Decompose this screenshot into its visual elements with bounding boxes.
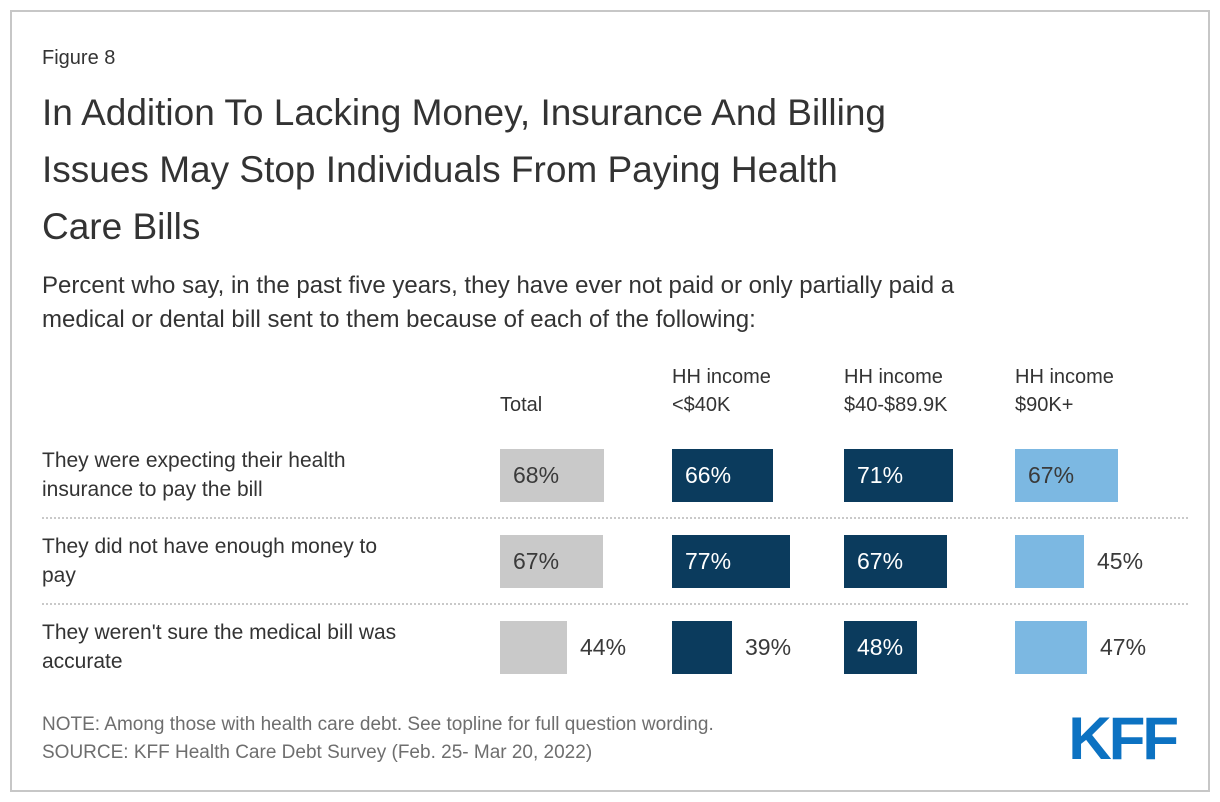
bar-cell: 44% — [500, 620, 672, 674]
figure-subtitle: Percent who say, in the past five years,… — [42, 272, 955, 333]
value-bar: 71% — [844, 448, 953, 502]
value-bar: 77% — [672, 534, 790, 588]
bar-value-label: 71% — [857, 461, 904, 488]
bar-cell: 48% — [844, 620, 1015, 674]
value-bar — [1015, 620, 1087, 674]
column-header-3: HH income $40-$89.9K — [844, 366, 948, 416]
bar-value-label: 48% — [857, 633, 904, 660]
bar-cell: 45% — [1015, 534, 1178, 588]
column-header-1: Total — [500, 394, 543, 416]
value-bar: 66% — [672, 448, 773, 502]
figure-title: In Addition To Lacking Money, Insurance … — [42, 92, 887, 247]
bar-cell: 67% — [844, 534, 1015, 588]
column-header-2: HH income <$40K — [672, 366, 771, 416]
note-text: NOTE: Among those with health care debt.… — [42, 714, 714, 735]
figure-footer: NOTE: Among those with health care debt.… — [42, 705, 1188, 772]
bar-cell: 77% — [672, 534, 844, 588]
value-bar — [1015, 534, 1084, 588]
bar-cell: 66% — [672, 448, 844, 502]
bar-value-label: 68% — [513, 461, 560, 488]
bar-value-label: 47% — [1100, 633, 1147, 660]
value-bar: 67% — [1015, 448, 1118, 502]
bar-cell: 47% — [1015, 620, 1178, 674]
chart-header-row: Total HH income <$40K HH income $40-$89.9K… — [42, 363, 1188, 433]
bar-value-label: 67% — [513, 547, 560, 574]
bar-value-label: 67% — [1028, 461, 1075, 488]
value-bar — [672, 620, 732, 674]
footnotes: NOTE: Among those with health care debt.… — [42, 711, 714, 767]
bar-cell: 67% — [500, 534, 672, 588]
figure-card: Figure 8 In Addition To Lacking Money, I… — [10, 10, 1210, 792]
value-bar — [500, 620, 567, 674]
row-label: They weren't sure the medical bill was a… — [42, 621, 397, 673]
bar-value-label: 39% — [745, 633, 792, 660]
value-bar: 67% — [844, 534, 947, 588]
table-row: They did not have enough money to pay 67%… — [42, 519, 1188, 605]
bar-value-label: 45% — [1097, 547, 1144, 574]
row-label: They did not have enough money to pay — [42, 535, 378, 587]
bar-value-label: 44% — [580, 633, 627, 660]
kff-logo: KFF — [1068, 705, 1179, 772]
table-row: They weren't sure the medical bill was a… — [42, 605, 1188, 689]
source-text: SOURCE: KFF Health Care Debt Survey (Feb… — [42, 742, 593, 763]
bar-cell: 39% — [672, 620, 844, 674]
bar-cell: 68% — [500, 448, 672, 502]
bar-value-label: 66% — [685, 461, 732, 488]
bar-cell: 67% — [1015, 448, 1178, 502]
figure-label: Figure 8 — [42, 47, 116, 69]
bar-chart-table: Total HH income <$40K HH income $40-$89.9K… — [42, 363, 1188, 689]
bar-value-label: 77% — [685, 547, 732, 574]
column-header-4: HH income $90K+ — [1015, 366, 1114, 416]
row-label: They were expecting their health insuran… — [42, 449, 346, 501]
value-bar: 67% — [500, 534, 603, 588]
value-bar: 48% — [844, 620, 917, 674]
value-bar: 68% — [500, 448, 604, 502]
bar-cell: 71% — [844, 448, 1015, 502]
table-row: They were expecting their health insuran… — [42, 433, 1188, 519]
bar-value-label: 67% — [857, 547, 904, 574]
